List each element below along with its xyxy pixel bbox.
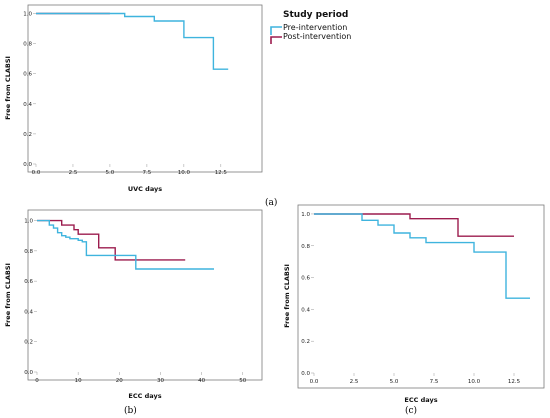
panel-b-ytick-label: 0.8 [24,249,33,255]
panel-b-ytick-label: 0.0 [24,370,33,376]
legend-title: Study period [283,10,348,20]
legend: Study period Pre-intervention Post-inter… [270,10,351,44]
panel-b-ytick-label: 0.2 [24,340,33,346]
panel-a-xtick-label: 0.0 [32,170,41,176]
panel-c-tag: (c) [405,405,417,416]
panel-a-xtick-label: 5.0 [106,170,115,176]
panel-b-xtick-label: 20 [116,378,123,384]
panel-a-plot: 0.0 0.2 0.4 0.6 0.8 1.0 0.0 2.5 5.0 7.5 10.0 12.5 [23,12,229,176]
panel-b-xtick-label: 40 [198,378,205,384]
panel-a-xtick-label: 7.5 [143,170,152,176]
panel-b-pre-curve [37,219,214,270]
panel-c-xtick-label: 10.0 [468,379,481,385]
panel-b-ytick-label: 1.0 [24,219,33,225]
panel-b-ytick-label: 0.4 [24,309,33,315]
legend-entry-post: Post-intervention [270,32,351,44]
panel-c-ytick-label: 1.0 [301,212,310,218]
panel-c-xtick-label: 7.5 [430,379,439,385]
panel-a-ytick-label: 0.4 [23,102,32,108]
panel-b-xlabel: ECC days [128,392,161,400]
panel-b: 0.0 0.2 0.4 0.6 0.8 1.0 0 10 20 30 40 50 ECC days F… [4,209,263,416]
panel-c-xtick-label: 0.0 [310,379,319,385]
legend-entry-pre: Pre-intervention [270,23,347,35]
panel-a-frame [27,4,263,173]
panel-c-ytick-label: 0.6 [301,276,310,282]
panel-a-ytick-label: 1.0 [23,12,32,18]
panel-a-ytick-label: 0.6 [23,72,32,78]
panel-a: 0.0 0.2 0.4 0.6 0.8 1.0 0.0 2.5 5.0 7.5 10.0 12.5 U… [4,4,277,208]
panel-a-ylabel: Free from CLABSI [4,56,12,120]
panel-a-pre-curve [36,12,229,70]
panel-a-ytick-label: 0.8 [23,42,32,48]
panel-a-xtick-label: 12.5 [215,170,228,176]
panel-b-plot: 0.0 0.2 0.4 0.6 0.8 1.0 0 10 20 30 40 50 [24,219,247,384]
panel-b-xtick-label: 50 [239,378,246,384]
legend-post-swatch [270,36,282,44]
legend-pre-swatch [270,26,282,35]
panel-b-post-curve [37,219,186,261]
panel-b-ytick-label: 0.6 [24,279,33,285]
panel-c-plot: 0.0 0.2 0.4 0.6 0.8 1.0 0.0 2.5 5.0 7.5 10.0 12.5 [301,212,530,385]
panel-c-ytick-label: 0.4 [301,307,310,313]
panel-c-xtick-label: 2.5 [350,379,359,385]
panel-a-ytick-label: 0.2 [23,132,32,138]
panel-c-ytick-label: 0.0 [301,371,310,377]
panel-b-xtick-label: 10 [75,378,82,384]
legend-post-label: Post-intervention [283,32,351,41]
panel-b-xtick-label: 30 [157,378,164,384]
panel-a-xlabel: UVC days [128,185,162,193]
panel-c-frame [297,204,545,389]
panel-b-xtick-label: 0 [35,378,39,384]
panel-a-ytick-label: 0.0 [23,162,32,168]
panel-c-post-curve [314,213,514,237]
panel-c-ylabel: Free from CLABSI [283,264,291,328]
panel-a-tag: (a) [265,197,277,208]
panel-c-xtick-label: 12.5 [508,379,521,385]
legend-pre-label: Pre-intervention [283,23,347,32]
panel-b-ylabel: Free from CLABSI [4,263,12,327]
panel-c-ytick-label: 0.8 [301,244,310,250]
panel-b-tag: (b) [124,405,137,416]
panel-c-xtick-label: 5.0 [390,379,399,385]
panel-c-xlabel: ECC days [404,396,437,404]
panel-c-pre-curve [314,213,530,299]
panel-a-xtick-label: 2.5 [69,170,78,176]
panel-a-xtick-label: 10.0 [178,170,191,176]
panel-c: 0.0 0.2 0.4 0.6 0.8 1.0 0.0 2.5 5.0 7.5 10.0 12.5 E… [283,204,545,416]
panel-c-ytick-label: 0.2 [301,339,310,345]
panel-b-frame [27,209,263,381]
